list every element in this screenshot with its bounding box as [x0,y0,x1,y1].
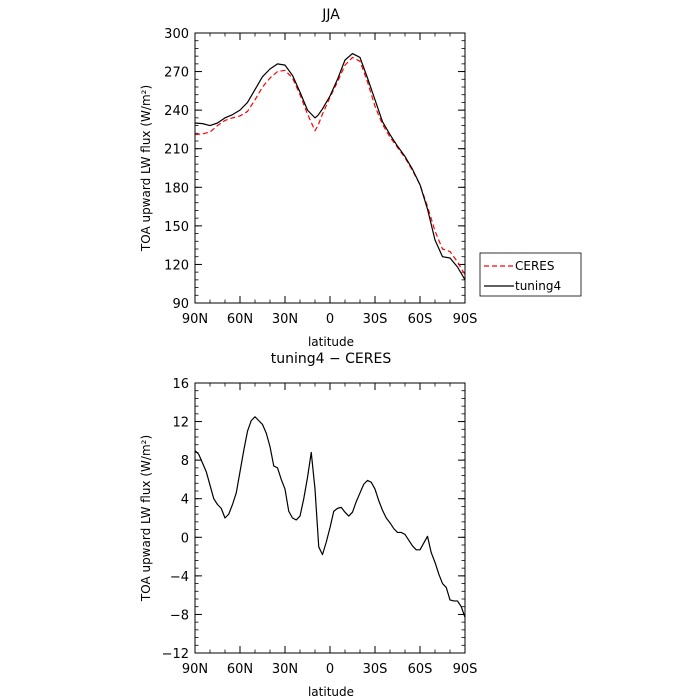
bottom-plot-frame [194,382,466,654]
top-y-tick-label: 180 [164,181,189,196]
top-x-tick-label: 60S [408,312,433,327]
top-y-tick-label: 90 [172,297,189,312]
bottom-series-lines [194,416,466,618]
bottom-y-tick-label: −4 [170,570,189,585]
bottom-x-tick-label: 90S [453,662,478,677]
top-plot-frame [194,32,466,304]
bottom-x-tick-label: 30N [272,662,298,677]
top-x-tick-label: 30N [272,312,298,327]
legend-label-ceres: CERES [515,259,555,273]
bottom-y-tick-label: 8 [181,454,189,469]
bottom-y-tick-label: 0 [181,531,189,546]
bottom-y-tick-label: −12 [162,647,189,662]
bottom-x-tick-label: 30S [363,662,388,677]
top-x-tick-label: 90S [453,312,478,327]
top-x-tick-label: 60N [227,312,253,327]
top-y-tick-label: 300 [164,27,189,42]
top-x-tick-label: 30S [363,312,388,327]
top-y-tick-label: 120 [164,258,189,273]
top-chart-title: JJA [321,7,340,23]
legend: CERES tuning4 [479,252,582,297]
top-x-tick-label: 0 [326,312,334,327]
bottom-series-line-diff [194,416,466,618]
top-x-tick-label: 90N [182,312,208,327]
top-panel: JJA TOA upward LW flux (W/m²) latitude 9… [139,7,477,349]
legend-label-tuning4: tuning4 [515,279,561,293]
top-x-axis-label: latitude [308,335,354,349]
top-y-axis-label: TOA upward LW flux (W/m²) [139,85,153,252]
top-axis-ticks: 90N 60N 30N 0 30S 60S 90S 90 120 150 180 210 240 270 3… [164,27,477,327]
bottom-chart-title: tuning4 − CERES [271,351,392,367]
top-y-tick-label: 210 [164,143,189,158]
bottom-x-tick-label: 90N [182,662,208,677]
top-y-tick-label: 240 [164,104,189,119]
top-y-tick-label: 150 [164,220,189,235]
bottom-axis-ticks: 90N 60N 30N 0 30S 60S 90S −12 −8 −4 0 4 8 12 16 [162,377,478,677]
bottom-panel: tuning4 − CERES TOA upward LW flux (W/m²… [139,351,477,699]
top-series-line-ceres [194,56,466,276]
bottom-y-axis-label: TOA upward LW flux (W/m²) [139,435,153,602]
top-series-line-tuning4 [194,52,466,281]
bottom-y-tick-label: 16 [172,377,189,392]
bottom-y-tick-label: −8 [170,608,189,623]
bottom-x-tick-label: 60N [227,662,253,677]
bottom-x-tick-label: 0 [326,662,334,677]
top-y-tick-label: 270 [164,66,189,81]
bottom-y-tick-label: 4 [181,493,189,508]
bottom-x-axis-label: latitude [308,685,354,699]
bottom-x-tick-label: 60S [408,662,433,677]
bottom-y-tick-label: 12 [172,416,189,431]
legend-box [479,252,582,297]
top-series-lines [194,52,466,281]
